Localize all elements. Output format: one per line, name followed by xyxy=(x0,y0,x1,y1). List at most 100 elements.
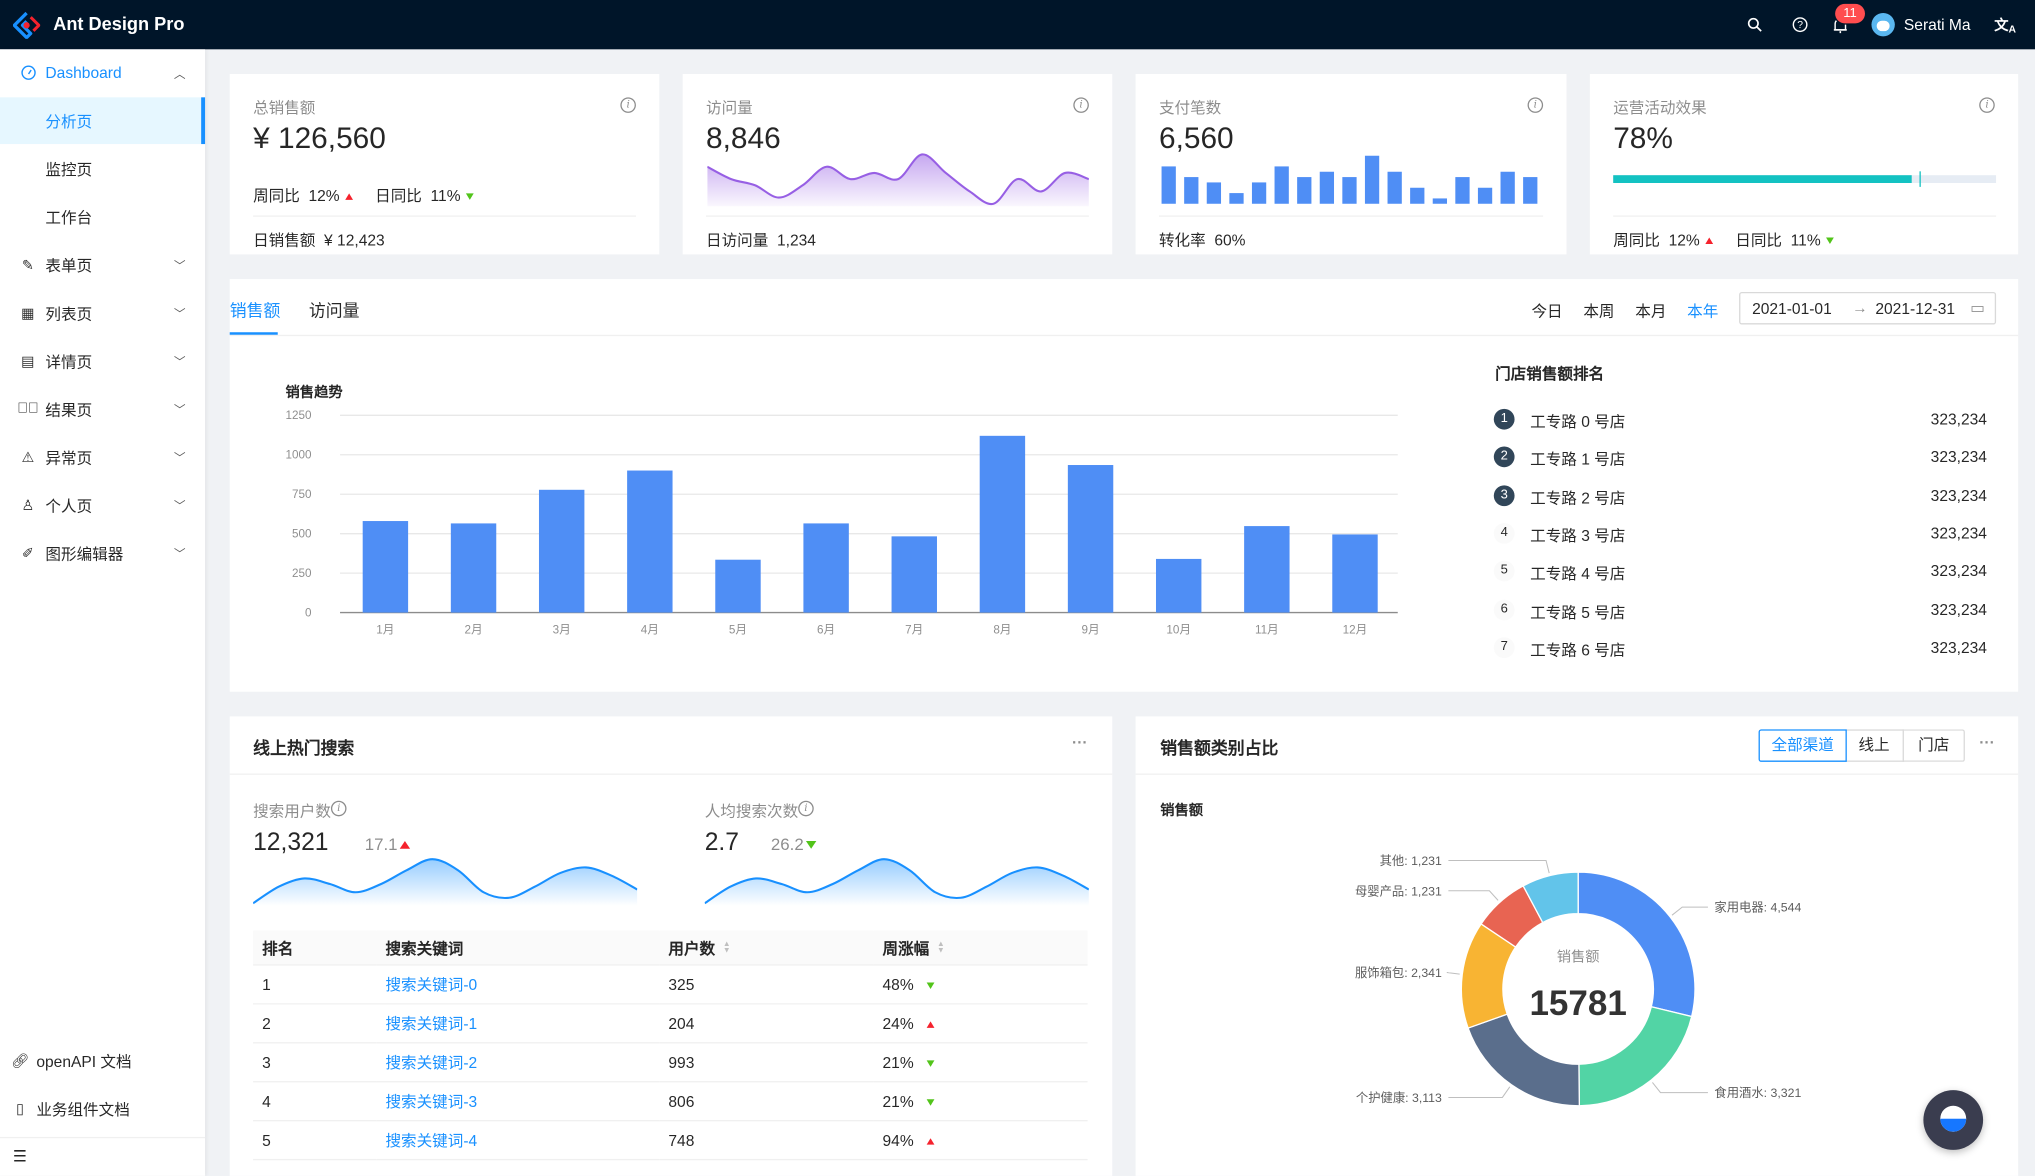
range-month[interactable]: 本月 xyxy=(1635,302,1667,321)
area-fill xyxy=(704,859,1089,906)
sidebar-item-label: 异常页 xyxy=(45,448,93,467)
slice-label: 服饰箱包: 2,341 xyxy=(1355,965,1442,980)
x-tick-label: 6月 xyxy=(817,623,835,636)
info-icon[interactable]: i xyxy=(798,800,814,817)
date-end-input[interactable]: 2021-12-31 xyxy=(1875,299,1956,318)
question-icon[interactable]: ? xyxy=(1790,14,1811,35)
floating-help-button[interactable] xyxy=(1923,1090,1984,1150)
search-icon[interactable] xyxy=(1744,14,1765,35)
rank-cell: 2 xyxy=(253,1003,377,1044)
sort-icon[interactable]: ▲ ▼ xyxy=(937,941,945,956)
user-name[interactable]: Serati Ma xyxy=(1903,15,1971,34)
table-row: 2 搜索关键词-1 204 24% xyxy=(253,1003,1088,1044)
avatar[interactable] xyxy=(1871,12,1895,37)
keyword-link[interactable]: 搜索关键词-2 xyxy=(385,1053,478,1073)
payment-bar xyxy=(1251,182,1267,204)
store-sales: 323,234 xyxy=(1930,638,1987,657)
users-cell: 204 xyxy=(659,1003,874,1044)
rank-badge: 6 xyxy=(1493,598,1515,620)
stat-value: 8,846 xyxy=(706,120,781,155)
store-name: 工专路 2 号店 xyxy=(1530,488,1626,507)
sales-category-donut-chart: 家用电器: 4,544 食用酒水: 3,321 个护健康: 3,113 服饰箱包: 2… xyxy=(1355,854,1801,1107)
range-year[interactable]: 本年 xyxy=(1687,302,1719,321)
sort-icon[interactable]: ▲ ▼ xyxy=(722,941,731,956)
x-tick-label: 4月 xyxy=(641,623,659,636)
table-icon: ▦ xyxy=(21,305,35,322)
keyword-link[interactable]: 搜索关键词-0 xyxy=(385,975,478,995)
book-icon: ▯ xyxy=(16,1101,25,1117)
keyword-link[interactable]: 搜索关键词-1 xyxy=(385,1014,478,1034)
range-week[interactable]: 本周 xyxy=(1583,302,1615,321)
stat-title: 总销售额 xyxy=(253,98,316,117)
y-tick-label: 500 xyxy=(292,528,312,541)
tab-sales[interactable]: 销售额 xyxy=(229,301,281,321)
sidebar-item-workplace[interactable]: 工作台 xyxy=(0,193,205,240)
footer-label: 日销售额 xyxy=(253,231,316,250)
range-today[interactable]: 今日 xyxy=(1531,302,1563,321)
more-icon[interactable]: ··· xyxy=(1979,733,1995,752)
range-cell: 21% xyxy=(873,1042,1088,1083)
column-header-range[interactable]: 周涨幅 ▲ ▼ xyxy=(873,930,1088,966)
sidebar-item-result[interactable]: ✓⃝ 结果页 ﹀ xyxy=(0,385,205,432)
bar-11月 xyxy=(1244,526,1290,613)
more-icon[interactable]: ··· xyxy=(1072,733,1088,752)
sidebar-item-list[interactable]: ▦ 列表页 ﹀ xyxy=(0,289,205,336)
chevron-down-icon: ﹀ xyxy=(173,450,186,464)
info-icon[interactable]: i xyxy=(1527,97,1544,113)
sidebar-item-label: 分析页 xyxy=(45,112,93,131)
search-users-value: 12,321 xyxy=(253,829,329,857)
sidebar-item-editor[interactable]: ✐ 图形编辑器 ﹀ xyxy=(0,530,205,577)
info-icon[interactable]: i xyxy=(1073,97,1089,113)
channel-online-button[interactable]: 线上 xyxy=(1845,729,1904,762)
caret-up-icon xyxy=(400,840,411,849)
sidebar-item-dashboard[interactable]: Dashboard ︿ xyxy=(0,49,205,96)
slice-label: 食用酒水: 3,321 xyxy=(1714,1085,1801,1100)
rank-cell: 4 xyxy=(253,1081,377,1122)
sidebar-item-exception[interactable]: ⚠ 异常页 ﹀ xyxy=(0,433,205,480)
channel-store-button[interactable]: 门店 xyxy=(1903,729,1965,762)
keyword-link[interactable]: 搜索关键词-4 xyxy=(385,1131,478,1150)
channel-all-button[interactable]: 全部渠道 xyxy=(1758,729,1847,762)
payments-bar-chart xyxy=(1161,155,1538,204)
app-title[interactable]: Ant Design Pro xyxy=(53,12,185,34)
bar-1月 xyxy=(362,521,409,613)
y-tick-label: 750 xyxy=(292,488,312,501)
date-start-input[interactable]: 2021-01-01 xyxy=(1752,299,1832,318)
store-name: 工专路 6 号店 xyxy=(1530,640,1626,660)
label-leader-line xyxy=(1446,971,1460,975)
payment-bar xyxy=(1477,187,1493,204)
keyword-link[interactable]: 搜索关键词-3 xyxy=(385,1092,478,1111)
search-users-label: 搜索用户数 xyxy=(253,802,331,821)
sidebar-item-profile[interactable]: ▤ 详情页 ﹀ xyxy=(0,337,205,384)
sidebar-item-analysis[interactable]: 分析页 xyxy=(0,97,206,145)
stat-card-operations: 运营活动效果 i 78% 周同比 12% 日同比 11% xyxy=(1589,73,2019,255)
wow-label: 周同比 xyxy=(1613,231,1660,250)
sidebar-link-components[interactable]: ▯ 业务组件文档 xyxy=(0,1085,205,1132)
column-header-users[interactable]: 用户数 ▲ ▼ xyxy=(659,930,874,966)
info-icon[interactable]: i xyxy=(330,800,347,817)
sidebar-item-monitor[interactable]: 监控页 xyxy=(0,145,205,192)
chevron-down-icon: ﹀ xyxy=(173,402,186,416)
keyword-cell: 搜索关键词-3 xyxy=(376,1081,660,1122)
chevron-down-icon: ﹀ xyxy=(173,258,186,272)
info-icon[interactable]: i xyxy=(1979,97,1995,113)
rank-badge: 5 xyxy=(1493,560,1515,582)
chevron-down-icon: ﹀ xyxy=(173,499,186,512)
date-range-picker[interactable]: 2021-01-01 → 2021-12-31 ▭ xyxy=(1739,292,1997,325)
sidebar-link-openapi[interactable]: 🔗︎ openAPI 文档 xyxy=(0,1037,205,1084)
avg-search-value: 2.7 xyxy=(704,829,740,857)
table-row: 5 搜索关键词-4 748 94% xyxy=(253,1120,1088,1161)
payment-bar xyxy=(1161,166,1176,204)
users-cell: 748 xyxy=(659,1120,874,1161)
sidebar-item-label: 工作台 xyxy=(45,208,93,227)
tab-visits[interactable]: 访问量 xyxy=(308,301,360,321)
area-line xyxy=(707,153,1089,206)
sidebar-item-account[interactable]: ♙ 个人页 ﹀ xyxy=(0,481,205,528)
sidebar-item-form[interactable]: ✎ 表单页 ﹀ xyxy=(0,241,205,288)
menu-collapse-icon[interactable]: ☰ xyxy=(12,1147,27,1166)
payment-bar xyxy=(1410,187,1425,204)
search-users-change: 17.1 xyxy=(364,834,398,854)
info-icon[interactable]: i xyxy=(620,97,636,113)
column-header-label: 用户数 xyxy=(668,938,716,958)
